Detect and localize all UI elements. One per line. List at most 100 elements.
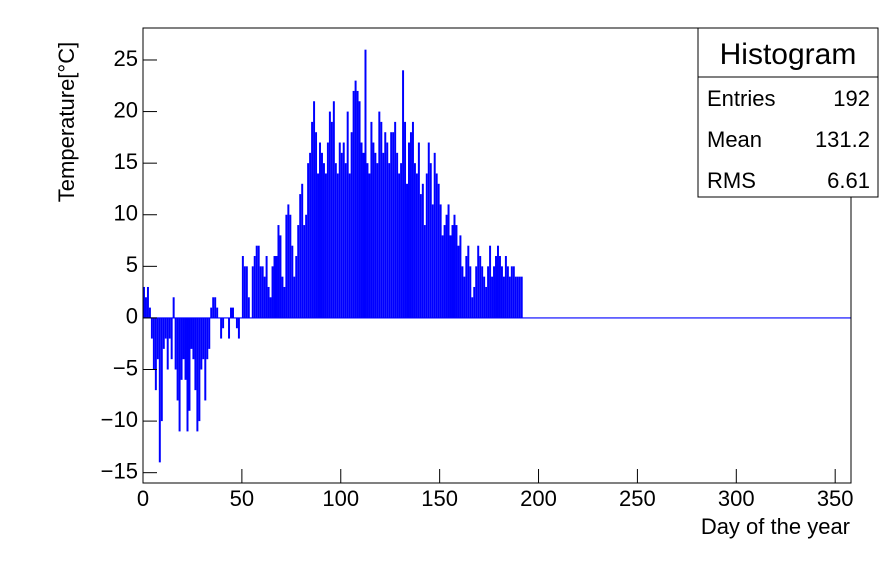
bar: [154, 317, 157, 391]
bar: [200, 317, 203, 370]
bar: [263, 276, 266, 318]
bar: [342, 142, 345, 318]
bar: [518, 276, 521, 318]
bar: [182, 317, 185, 360]
bar: [455, 225, 458, 318]
bar: [212, 297, 215, 318]
stats-value: 6.61: [827, 168, 870, 193]
bar: [255, 245, 258, 318]
x-tick-label: 0: [137, 486, 149, 511]
bar: [162, 317, 165, 349]
bar: [477, 245, 480, 318]
bar: [386, 142, 389, 318]
bar: [497, 245, 499, 318]
bar: [204, 317, 207, 401]
stats-value: 131.2: [815, 127, 870, 152]
bar: [435, 173, 438, 318]
x-tick-label: 150: [421, 486, 458, 511]
bar: [184, 317, 187, 380]
bar: [222, 317, 225, 329]
bar: [251, 266, 254, 318]
bar: [457, 245, 460, 318]
bar: [338, 142, 341, 318]
bar: [176, 317, 179, 401]
bar: [283, 286, 286, 318]
bar: [388, 163, 391, 318]
bar: [356, 90, 359, 318]
bar: [390, 132, 393, 318]
bar: [504, 256, 507, 318]
bar: [400, 163, 403, 318]
bar: [180, 317, 183, 380]
bar: [160, 317, 163, 422]
bar: [493, 266, 496, 318]
bar: [305, 214, 308, 318]
bar: [408, 142, 410, 318]
bar: [358, 101, 361, 318]
bar: [190, 317, 193, 349]
bar: [520, 276, 523, 318]
bar: [398, 173, 401, 318]
bar: [332, 101, 335, 318]
bar: [471, 297, 474, 318]
y-tick-label: −10: [101, 407, 138, 432]
bar: [326, 142, 329, 318]
bar: [237, 317, 240, 339]
bar: [417, 142, 420, 318]
bar: [307, 163, 310, 318]
stats-box: Histogram Entries 192 Mean 131.2 RMS 6.61: [697, 27, 879, 198]
bar: [447, 204, 450, 318]
bar: [170, 317, 173, 360]
bar: [208, 317, 211, 349]
x-tick-label: 350: [817, 486, 854, 511]
bar: [362, 152, 365, 318]
bar: [419, 194, 422, 318]
bar: [453, 214, 456, 318]
bar: [402, 70, 405, 318]
bar: [346, 111, 349, 318]
bar: [481, 266, 484, 318]
x-tick-label: 250: [619, 486, 656, 511]
bar: [319, 142, 321, 318]
bar: [206, 317, 209, 360]
bar: [257, 245, 260, 318]
bar: [228, 317, 231, 339]
bar: [281, 276, 284, 318]
y-tick-label: 15: [114, 149, 138, 174]
bar: [324, 173, 327, 318]
bar: [344, 163, 347, 318]
x-tick-label: 200: [520, 486, 557, 511]
bar: [287, 204, 290, 318]
bar: [348, 173, 351, 318]
bar: [230, 307, 232, 318]
bar: [366, 163, 369, 318]
stats-title: Histogram: [720, 38, 857, 71]
bar: [261, 266, 264, 318]
bar: [336, 173, 339, 318]
bar: [413, 163, 416, 318]
bar: [150, 317, 153, 339]
bar: [512, 266, 515, 318]
bar: [259, 266, 262, 318]
bar: [202, 317, 205, 360]
bar: [354, 80, 357, 318]
bar: [253, 256, 256, 318]
bar: [297, 225, 300, 318]
bar: [475, 266, 478, 318]
x-tick-label: 300: [718, 486, 755, 511]
bar: [267, 286, 270, 318]
stats-label: Entries: [707, 86, 775, 111]
bar: [425, 173, 428, 318]
bar: [152, 317, 155, 370]
bar: [439, 204, 442, 318]
bar: [451, 225, 454, 318]
bar: [271, 266, 274, 318]
bar: [156, 317, 159, 360]
y-tick-label: 25: [114, 46, 138, 71]
y-tick-label: 20: [114, 97, 138, 122]
bar: [317, 173, 320, 318]
bar: [491, 276, 494, 318]
bar: [241, 256, 244, 318]
bar: [411, 121, 414, 318]
